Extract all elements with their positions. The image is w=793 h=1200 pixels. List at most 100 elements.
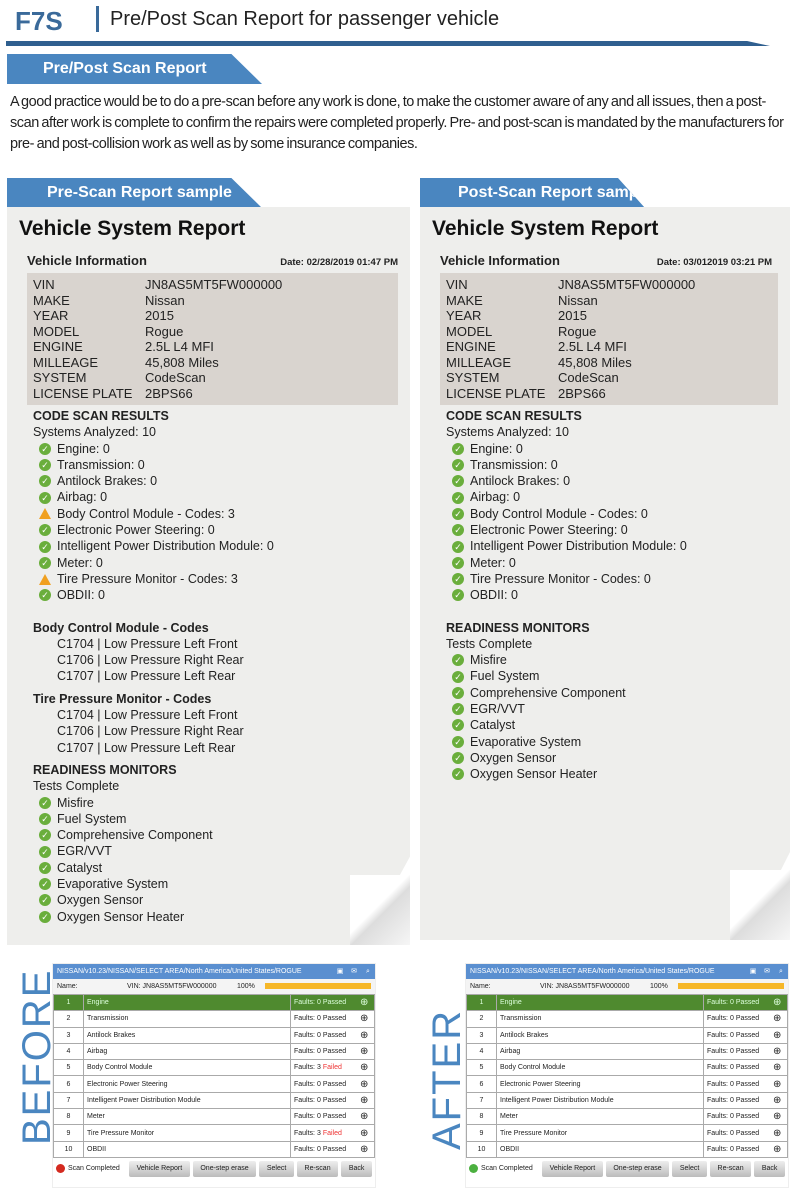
- mail-icon[interactable]: ✉: [764, 968, 770, 975]
- breadcrumb-path: NISSAN/v10.23/NISSAN/SELECT AREA/North A…: [470, 968, 715, 975]
- status-text: Passed: [322, 1145, 347, 1153]
- row-number: 10: [466, 1140, 497, 1158]
- header-rule: [6, 41, 770, 46]
- arrow-circle-icon[interactable]: ⊕: [767, 1140, 788, 1158]
- system-row[interactable]: 1 Engine Faults: 0 Passed ⊕: [466, 993, 788, 1012]
- arrow-circle-icon[interactable]: ⊕: [767, 1042, 788, 1061]
- status-text: Passed: [735, 1015, 760, 1023]
- arrow-circle-icon[interactable]: ⊕: [354, 1026, 375, 1044]
- check-icon: ✓: [39, 475, 51, 488]
- system-row[interactable]: 5 Body Control Module Faults: 3 Failed ⊕: [53, 1059, 375, 1077]
- monitor-text: Oxygen Sensor: [470, 750, 557, 765]
- arrow-circle-icon[interactable]: ⊕: [354, 1108, 375, 1126]
- report-banner: Post-Scan Report sample: [420, 178, 645, 208]
- arrow-circle-icon[interactable]: ⊕: [354, 1059, 375, 1077]
- arrow-circle-icon[interactable]: ⊕: [354, 1010, 375, 1028]
- progress-text: 100%: [650, 983, 668, 990]
- arrow-circle-icon[interactable]: ⊕: [354, 1140, 375, 1158]
- vehicle-field-value: Nissan: [558, 292, 598, 308]
- arrow-circle-icon[interactable]: ⊕: [354, 1042, 375, 1061]
- system-row[interactable]: 7 Intelligent Power Distribution Module Fa…: [466, 1091, 788, 1110]
- arrow-circle-icon[interactable]: ⊕: [767, 1124, 788, 1142]
- screen-button[interactable]: Back: [341, 1160, 372, 1177]
- system-row[interactable]: 2 Transmission Faults: 0 Passed ⊕: [466, 1010, 788, 1028]
- vehicle-field-label: MAKE: [33, 292, 70, 308]
- report-icon[interactable]: ▣: [749, 968, 757, 975]
- arrow-circle-icon[interactable]: ⊕: [767, 1091, 788, 1110]
- arrow-circle-icon[interactable]: ⊕: [767, 1108, 788, 1126]
- report-date: Date: 02/28/2019 01:47 PM: [280, 257, 398, 268]
- system-row[interactable]: 9 Tire Pressure Monitor Faults: 3 Failed ⊕: [53, 1124, 375, 1142]
- row-number: 6: [466, 1075, 497, 1093]
- screen-button[interactable]: Select: [259, 1160, 294, 1177]
- arrow-circle-icon[interactable]: ⊕: [767, 1075, 788, 1093]
- system-name: Meter: [496, 1108, 704, 1126]
- system-row[interactable]: 8 Meter Faults: 0 Passed ⊕: [53, 1108, 375, 1126]
- arrow-circle-icon[interactable]: ⊕: [767, 1059, 788, 1077]
- arrow-circle-icon[interactable]: ⊕: [767, 1010, 788, 1028]
- system-row[interactable]: 3 Antilock Brakes Faults: 0 Passed ⊕: [53, 1026, 375, 1044]
- check-icon: ✓: [39, 556, 51, 569]
- monitor-text: Catalyst: [57, 860, 103, 875]
- system-result: ✓ Antilock Brakes: 0: [33, 473, 406, 489]
- system-row[interactable]: 6 Electronic Power Steering Faults: 0 Pass…: [466, 1075, 788, 1093]
- screen-button[interactable]: One-step erase: [605, 1160, 670, 1177]
- system-row[interactable]: 3 Antilock Brakes Faults: 0 Passed ⊕: [466, 1026, 788, 1044]
- search-icon[interactable]: ⌕: [779, 968, 783, 975]
- screen-button[interactable]: Back: [754, 1160, 785, 1177]
- row-number: 10: [53, 1140, 84, 1158]
- row-number: 6: [53, 1075, 84, 1093]
- report-banner: Pre-Scan Report sample: [7, 178, 262, 208]
- status-text: Passed: [322, 1031, 347, 1039]
- readiness-heading: READINESS MONITORS: [446, 620, 590, 635]
- check-icon: ✓: [452, 524, 464, 537]
- system-row[interactable]: 4 Airbag Faults: 0 Passed ⊕: [466, 1042, 788, 1061]
- dtc-code: C1704 | Low Pressure Left Front: [57, 636, 238, 651]
- screen-button[interactable]: Re-scan: [709, 1160, 752, 1177]
- system-row[interactable]: 10 OBDII Faults: 0 Passed ⊕: [466, 1140, 788, 1158]
- screen-button[interactable]: Select: [672, 1160, 707, 1177]
- system-name: Electronic Power Steering: [83, 1075, 291, 1093]
- system-row[interactable]: 10 OBDII Faults: 0 Passed ⊕: [53, 1140, 375, 1158]
- arrow-circle-icon[interactable]: ⊕: [354, 1124, 375, 1142]
- system-row[interactable]: 2 Transmission Faults: 0 Passed ⊕: [53, 1010, 375, 1028]
- system-row[interactable]: 9 Tire Pressure Monitor Faults: 0 Passed ⊕: [466, 1124, 788, 1142]
- report-icon[interactable]: ▣: [336, 968, 344, 975]
- check-icon: ✓: [39, 829, 51, 842]
- system-result-text: Airbag: 0: [470, 490, 521, 505]
- arrow-circle-icon[interactable]: ⊕: [354, 1091, 375, 1110]
- screen-button[interactable]: Vehicle Report: [129, 1160, 190, 1177]
- pre-scan-report: Vehicle System Report Vehicle Informatio…: [7, 207, 410, 945]
- vehicle-field-value: Rogue: [145, 323, 184, 339]
- mail-icon[interactable]: ✉: [351, 968, 357, 975]
- system-result: Body Control Module - Codes: 3: [33, 506, 406, 522]
- system-row[interactable]: 1 Engine Faults: 0 Passed ⊕: [53, 993, 375, 1012]
- arrow-circle-icon[interactable]: ⊕: [354, 993, 375, 1012]
- arrow-circle-icon[interactable]: ⊕: [767, 993, 788, 1012]
- code-scan-heading: CODE SCAN RESULTS: [446, 409, 582, 423]
- status-text: Failed: [322, 1129, 342, 1137]
- system-row[interactable]: 5 Body Control Module Faults: 0 Passed ⊕: [466, 1059, 788, 1077]
- vehicle-field-value: JN8AS5MT5FW000000: [558, 277, 696, 292]
- faults-count: Faults: 3: [294, 1064, 321, 1072]
- row-number: 8: [466, 1108, 497, 1126]
- system-row[interactable]: 8 Meter Faults: 0 Passed ⊕: [466, 1108, 788, 1126]
- vehicle-field-label: YEAR: [446, 308, 482, 323]
- faults-count: Faults: 0: [294, 1015, 321, 1023]
- system-name: Engine: [83, 993, 291, 1012]
- faults-count: Faults: 0: [707, 1064, 734, 1072]
- report-date: Date: 03/012019 03:21 PM: [656, 257, 772, 268]
- screen-button[interactable]: Re-scan: [296, 1160, 339, 1177]
- arrow-circle-icon[interactable]: ⊕: [767, 1026, 788, 1044]
- system-row[interactable]: 7 Intelligent Power Distribution Module Fa…: [53, 1091, 375, 1110]
- monitor-item: ✓ Evaporative System: [446, 734, 786, 750]
- search-icon[interactable]: ⌕: [366, 968, 370, 975]
- screen-button[interactable]: Vehicle Report: [542, 1160, 603, 1177]
- vehicle-field-label: LICENSE PLATE: [33, 385, 133, 401]
- system-name: Tire Pressure Monitor: [496, 1124, 704, 1142]
- arrow-circle-icon[interactable]: ⊕: [354, 1075, 375, 1093]
- screen-button[interactable]: One-step erase: [192, 1160, 257, 1177]
- system-row[interactable]: 4 Airbag Faults: 0 Passed ⊕: [53, 1042, 375, 1061]
- system-result: ✓ Meter: 0: [446, 555, 786, 571]
- system-row[interactable]: 6 Electronic Power Steering Faults: 0 Pass…: [53, 1075, 375, 1093]
